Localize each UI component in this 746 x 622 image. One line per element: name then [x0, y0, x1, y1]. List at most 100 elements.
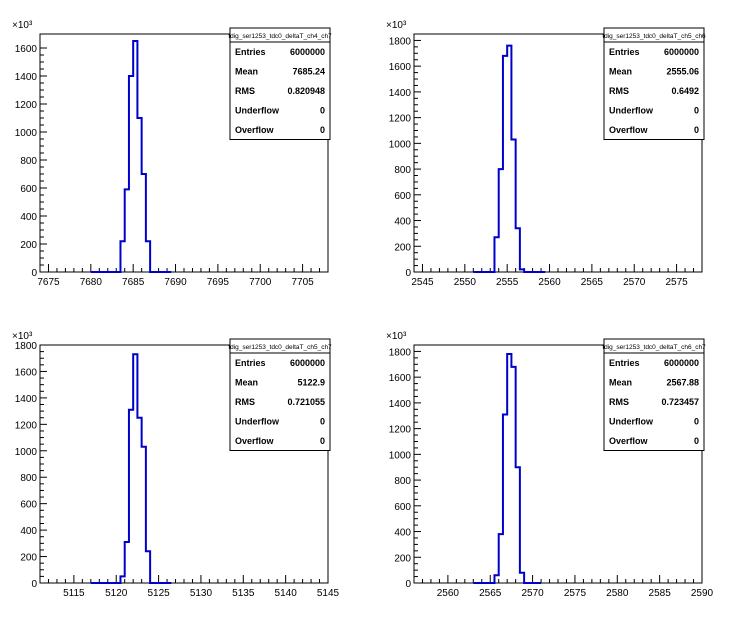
- stat-value: 7685.24: [292, 67, 325, 77]
- histogram-line: [473, 353, 542, 584]
- histogram-bin: [511, 139, 515, 272]
- x-tick-label: 2585: [649, 588, 672, 599]
- y-tick-label: 400: [394, 528, 411, 539]
- y-tick-label: 400: [394, 217, 411, 228]
- stat-value: 6000000: [290, 47, 325, 57]
- y-tick-label: 0: [405, 268, 411, 279]
- y-tick-label: 1600: [389, 62, 412, 73]
- stat-label: Overflow: [235, 125, 275, 135]
- stat-value: 2567.88: [666, 378, 699, 388]
- histogram-bin: [146, 241, 150, 272]
- y-tick-label: 1600: [15, 367, 38, 378]
- histogram-bin: [503, 56, 507, 272]
- histogram-name: tdig_ser1253_tdc0_deltaT_ch5_ch7: [228, 344, 332, 351]
- stat-value: 0: [694, 125, 699, 135]
- histogram-bin: [516, 467, 520, 583]
- stat-label: RMS: [609, 397, 629, 407]
- x-tick-label: 5125: [147, 588, 170, 599]
- stat-value: 0.723457: [661, 397, 699, 407]
- y-tick-label: 1600: [15, 44, 38, 55]
- y-tick-label: 1800: [389, 347, 412, 358]
- x-tick-label: 7695: [207, 277, 230, 288]
- stat-value: 0.6492: [671, 86, 699, 96]
- y-tick-label: 1800: [389, 36, 412, 47]
- x-tick-label: 2570: [521, 588, 544, 599]
- x-tick-label: 2580: [606, 588, 629, 599]
- y-tick-label: 800: [394, 476, 411, 487]
- stat-value: 0: [320, 106, 325, 116]
- y-tick-label: 1400: [389, 399, 412, 410]
- y-tick-label: 0: [405, 579, 411, 590]
- y-tick-label: 1200: [389, 114, 412, 125]
- histogram-bin: [129, 410, 133, 583]
- histogram-bin: [133, 41, 137, 272]
- stats-box: tdig_ser1253_tdc0_deltaT_ch4_ch7 Entries 6…: [228, 27, 332, 140]
- y-tick-label: 1000: [15, 447, 38, 458]
- histogram-pad: 0 200 400 600 800 1000 1200 1400 1600 1800 2560 256…: [386, 331, 714, 599]
- y-tick-label: 400: [20, 526, 37, 537]
- stat-value: 6000000: [664, 47, 699, 57]
- stat-value: 0: [320, 125, 325, 135]
- x-tick-label: 5140: [275, 588, 298, 599]
- exponent-label: ×10³: [386, 20, 407, 31]
- histogram-line: [473, 44, 546, 273]
- y-tick-label: 600: [394, 191, 411, 202]
- stat-value: 0.721055: [287, 397, 325, 407]
- x-tick-label: 7700: [249, 277, 272, 288]
- stat-value: 0: [694, 436, 699, 446]
- x-tick-label: 2560: [437, 588, 460, 599]
- histogram-bin: [520, 269, 524, 272]
- exponent-label: ×10³: [12, 331, 33, 342]
- y-tick-label: 600: [20, 184, 37, 195]
- stats-box: tdig_ser1253_tdc0_deltaT_ch5_ch7 Entries 6…: [228, 338, 332, 451]
- y-tick-label: 800: [20, 473, 37, 484]
- stat-label: Overflow: [609, 125, 649, 135]
- x-tick-label: 2570: [623, 277, 646, 288]
- stat-value: 0: [694, 417, 699, 427]
- stat-label: Entries: [609, 47, 640, 57]
- y-tick-label: 1600: [389, 373, 412, 384]
- stat-label: Entries: [235, 358, 266, 368]
- x-tick-label: 2565: [581, 277, 604, 288]
- histogram-bin: [120, 576, 124, 583]
- x-tick-label: 5115: [63, 588, 85, 599]
- stats-box-frame: [603, 27, 705, 140]
- histogram-bin: [146, 551, 150, 583]
- y-tick-label: 800: [394, 165, 411, 176]
- histogram-line: [90, 353, 172, 584]
- x-tick-label: 7680: [80, 277, 103, 288]
- x-tick-label: 2575: [665, 277, 688, 288]
- exponent-label: ×10³: [12, 20, 33, 31]
- histogram-pad: 0 200 400 600 800 1000 1200 1400 1600 1800 2545 255…: [386, 20, 706, 288]
- stat-value: 0: [320, 436, 325, 446]
- x-tick-label: 5130: [190, 588, 213, 599]
- stat-value: 5122.9: [297, 378, 325, 388]
- histogram-bin: [503, 414, 507, 583]
- stat-label: Overflow: [235, 436, 275, 446]
- histogram-bin: [142, 174, 146, 272]
- histogram-pad: 0 200 400 600 800 1000 1200 1400 1600 1800 5115 512…: [12, 331, 340, 599]
- y-tick-label: 1400: [389, 88, 412, 99]
- x-tick-label: 2545: [411, 277, 434, 288]
- x-tick-label: 7690: [164, 277, 187, 288]
- y-tick-label: 600: [394, 502, 411, 513]
- histogram-bin: [125, 542, 129, 583]
- x-tick-label: 5145: [317, 588, 340, 599]
- y-tick-label: 200: [20, 240, 37, 251]
- y-tick-label: 1800: [15, 341, 38, 352]
- stat-value: 0: [320, 417, 325, 427]
- histogram-bin: [499, 169, 503, 272]
- stats-box: tdig_ser1253_tdc0_deltaT_ch5_ch6 Entries 6…: [602, 27, 706, 140]
- stat-label: Underflow: [609, 417, 654, 427]
- stat-value: 6000000: [290, 358, 325, 368]
- y-tick-label: 1400: [15, 72, 38, 83]
- x-tick-label: 2590: [691, 588, 714, 599]
- y-tick-label: 800: [20, 156, 37, 167]
- histogram-bin: [494, 575, 498, 583]
- histogram-bin: [137, 118, 141, 272]
- y-tick-label: 1400: [15, 394, 38, 405]
- histogram-bin: [133, 354, 137, 583]
- histogram-bin: [125, 189, 129, 272]
- histogram-bin: [142, 447, 146, 583]
